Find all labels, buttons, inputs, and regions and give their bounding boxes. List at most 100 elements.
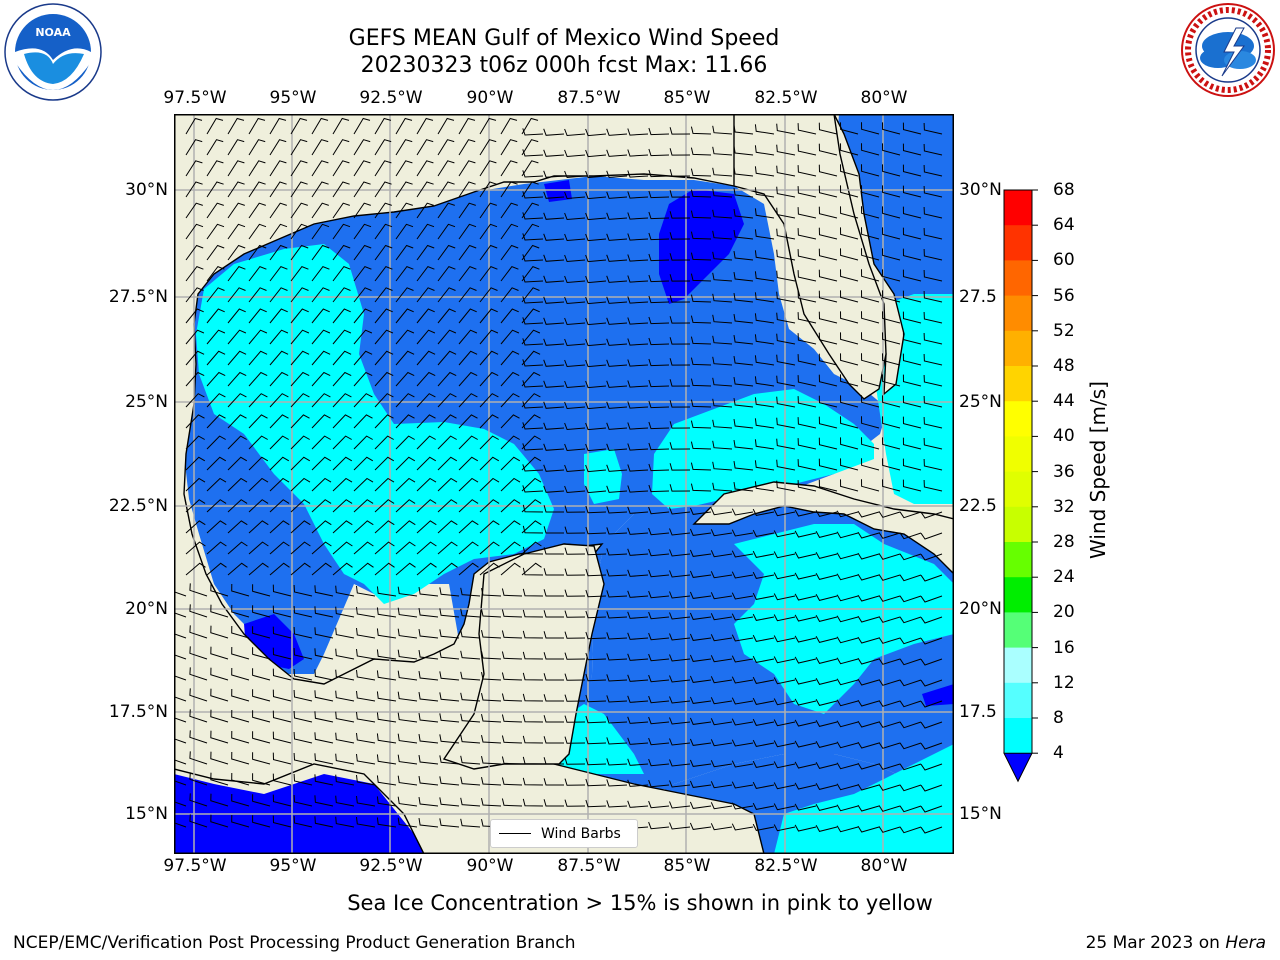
- wind-barb: [585, 526, 607, 535]
- wind-barb: [293, 752, 313, 765]
- wind-barb: [174, 780, 187, 786]
- wind-barb: [353, 435, 373, 450]
- wind-barb: [269, 181, 287, 198]
- wind-barb: [776, 270, 796, 282]
- wind-barb: [606, 128, 628, 136]
- wind-barb: [627, 716, 649, 724]
- wind-barb: [840, 416, 859, 429]
- footer-organization: NCEP/EMC/Verification Post Processing Pr…: [13, 933, 576, 953]
- wind-barb: [522, 149, 544, 157]
- wind-barb: [522, 233, 544, 241]
- wind-barb: [712, 125, 733, 135]
- wind-barb: [418, 650, 439, 660]
- lon-label: 87.5°W: [557, 856, 621, 876]
- wind-barb: [185, 477, 206, 492]
- wind-barb: [501, 735, 523, 744]
- wind-barb: [311, 562, 332, 576]
- wind-barb: [818, 311, 838, 324]
- lat-label: 17.5: [959, 702, 997, 722]
- wind-barb: [374, 181, 392, 198]
- wind-barb: [585, 631, 607, 640]
- wind-barb: [585, 715, 607, 724]
- wind-barb: [290, 181, 308, 198]
- wind-barb: [920, 532, 943, 540]
- wind-barb: [416, 181, 434, 198]
- wind-barb: [627, 212, 649, 220]
- wind-barb: [920, 700, 943, 708]
- wind-barb: [439, 818, 460, 828]
- colorbar-tick-label: 16: [1053, 637, 1075, 658]
- wind-barb: [397, 712, 418, 723]
- wind-barb: [395, 181, 413, 198]
- wind-barb: [290, 520, 311, 534]
- wind-barb: [231, 751, 250, 765]
- wind-barb: [395, 541, 416, 555]
- wind-barb: [857, 552, 880, 560]
- wind-barb: [481, 650, 502, 660]
- wind-barb: [902, 332, 922, 345]
- wind-barb: [332, 371, 352, 387]
- wind-barb: [882, 332, 901, 345]
- wind-barb: [500, 265, 519, 282]
- wind-barb: [439, 629, 460, 639]
- wind-barb: [206, 117, 224, 135]
- wind-barb: [290, 265, 309, 282]
- wind-barb: [293, 689, 313, 702]
- land-cuba: [692, 481, 954, 575]
- wind-barb: [731, 676, 754, 684]
- wind-barb: [332, 435, 352, 450]
- wind-barb: [458, 562, 479, 576]
- wind-barb: [395, 371, 415, 387]
- wind-barb: [416, 393, 436, 408]
- wind-barb: [648, 358, 670, 367]
- wind-barb: [395, 308, 414, 324]
- wind-barb: [648, 337, 670, 346]
- wind-barb: [752, 550, 775, 558]
- colorbar-swatch: [1004, 436, 1032, 473]
- wind-barb: [752, 760, 775, 768]
- wind-barb: [669, 169, 691, 177]
- wind-barb: [689, 591, 712, 599]
- wind-barb: [500, 477, 521, 492]
- wind-barb: [458, 117, 476, 135]
- wind-barb: [231, 814, 250, 828]
- wind-barb: [712, 398, 733, 408]
- wind-barb: [606, 800, 628, 808]
- wind-barb: [902, 437, 922, 450]
- wind-barb: [733, 461, 754, 471]
- wind-barb: [460, 734, 481, 744]
- wind-barb: [353, 456, 374, 471]
- wind-barb: [543, 191, 565, 199]
- wind-barb: [272, 668, 292, 681]
- wind-barb: [500, 181, 518, 198]
- wind-barb: [606, 548, 628, 556]
- wind-barb: [797, 207, 817, 219]
- wind-barb: [878, 511, 901, 518]
- colorbar-tick-label: 4: [1053, 743, 1064, 764]
- wind-barb: [395, 265, 414, 282]
- wind-barb: [669, 675, 691, 683]
- wind-barb: [731, 697, 754, 705]
- wind-barb: [899, 658, 922, 666]
- wind-barb: [248, 223, 267, 240]
- colorbar-tick-label: 20: [1053, 602, 1075, 623]
- wind-barb: [418, 671, 439, 681]
- wind-barb: [353, 541, 374, 555]
- wind-barb: [899, 511, 922, 519]
- wind-barb: [353, 287, 372, 303]
- wind-barb: [754, 376, 775, 387]
- wind-barb: [585, 359, 607, 368]
- wind-barb: [840, 332, 859, 345]
- wind-barb: [773, 551, 796, 559]
- wind-barb: [290, 329, 310, 345]
- wind-barb: [857, 594, 880, 602]
- wind-barb: [710, 592, 733, 600]
- wind-barb: [227, 350, 247, 366]
- wind-barb: [669, 127, 691, 135]
- wind-barb: [606, 233, 628, 241]
- wind-barb: [773, 782, 796, 790]
- wind-barb: [522, 191, 544, 199]
- wind-barb: [815, 657, 838, 664]
- wind-barb: [521, 223, 540, 240]
- wind-barb: [857, 699, 880, 707]
